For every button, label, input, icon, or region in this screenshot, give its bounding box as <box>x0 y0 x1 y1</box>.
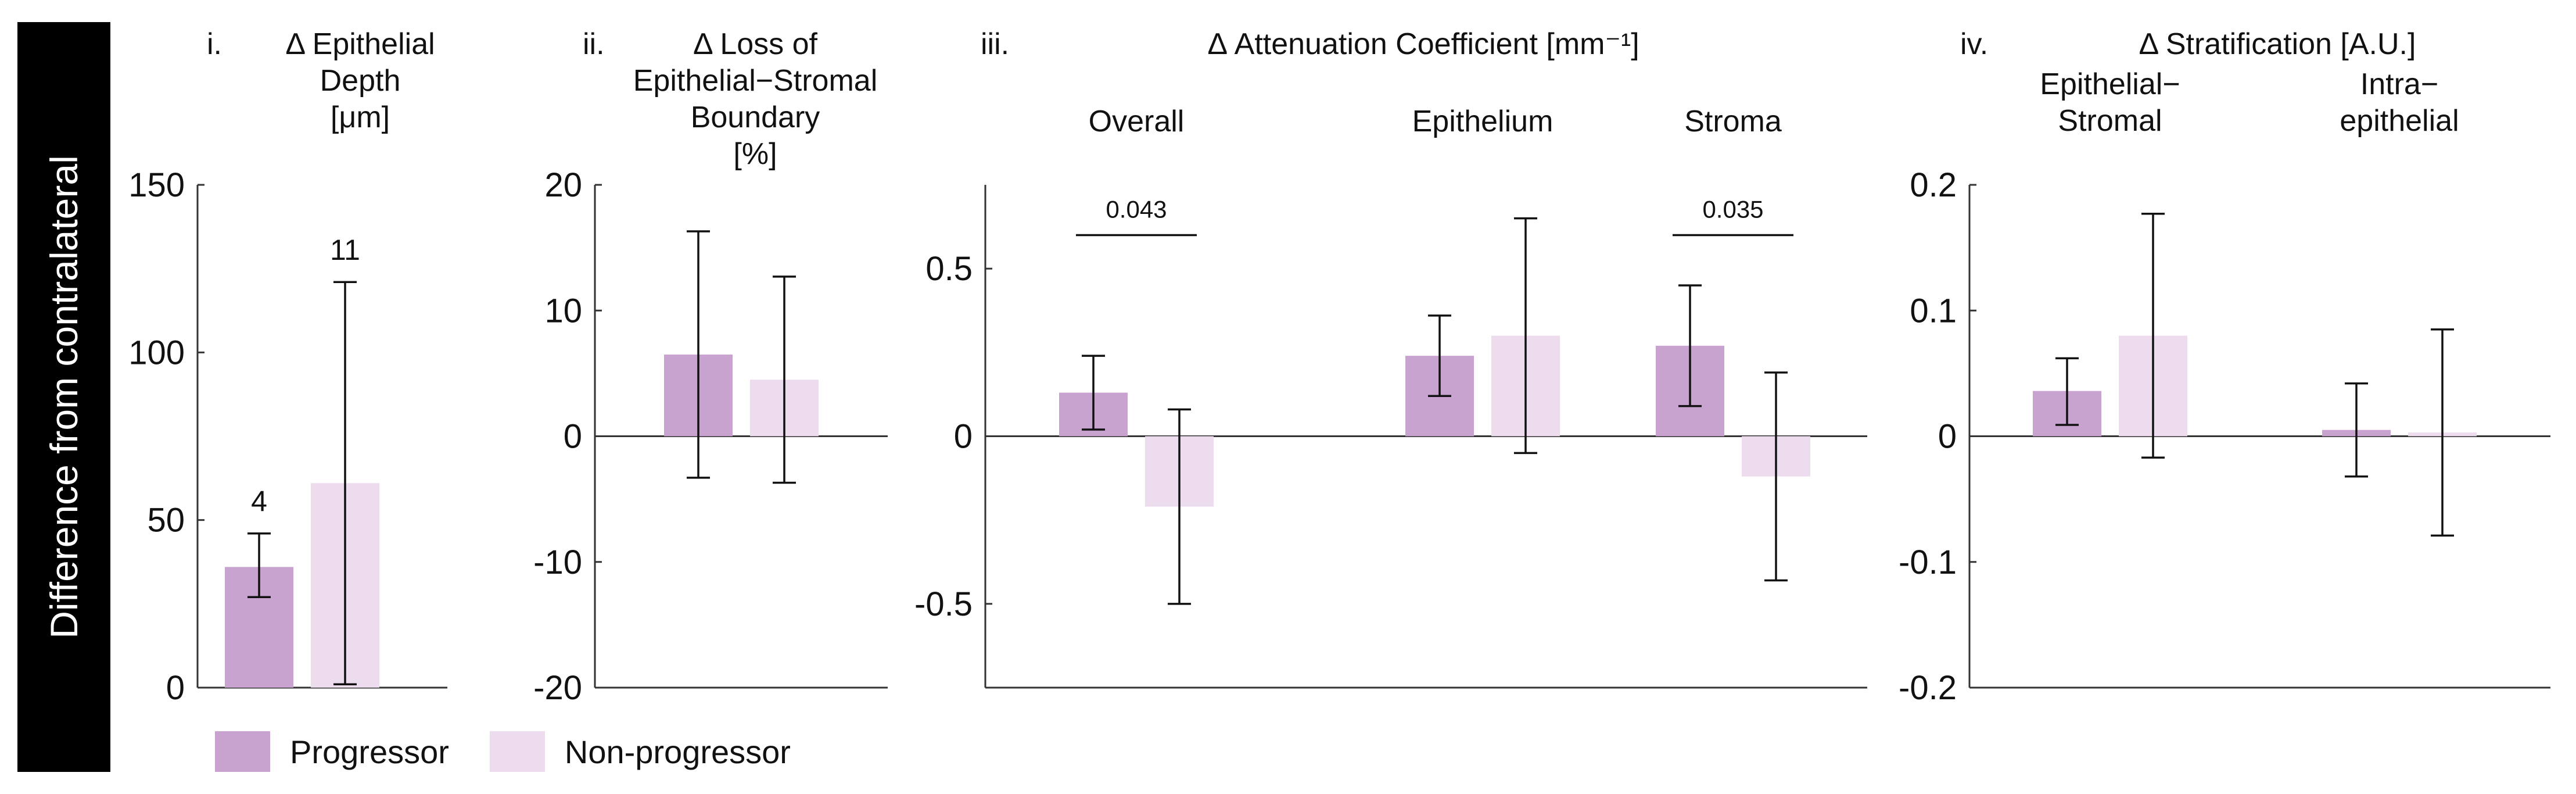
significance-p-value: 0.043 <box>1106 196 1167 223</box>
group-label: Overall <box>1089 105 1185 138</box>
y-tick-label: -10 <box>533 543 582 581</box>
panel-title-line: Boundary <box>691 101 820 134</box>
panel-2: -20 -10 0 10 20 ii. Δ Loss ofEpithelial−Stroma… <box>533 27 888 707</box>
bar-annotation: 4 <box>251 485 267 518</box>
legend-item-non-progressor: Non-progressor <box>489 731 791 772</box>
y-tick-label: 10 <box>544 292 582 330</box>
panel-3: -0.5 0 0.5 iii. Δ Attenuation Coefficient [m… <box>914 27 1867 689</box>
panel-title-line: Δ Attenuation Coefficient [mm⁻¹] <box>1207 27 1639 61</box>
y-tick-label: 0.5 <box>925 250 973 288</box>
panel-title-line: [%] <box>733 137 777 171</box>
group-label-line: Stromal <box>2058 104 2162 138</box>
significance-p-value: 0.035 <box>1702 196 1763 223</box>
y-tick-label: 0.2 <box>1910 166 1957 204</box>
y-tick-label: 0 <box>954 418 973 456</box>
y-tick-label: 150 <box>128 166 185 204</box>
y-axis-label-box <box>17 22 110 772</box>
y-tick-label: -20 <box>533 669 582 707</box>
legend-swatch-progressor <box>215 731 270 772</box>
y-tick-label: 100 <box>128 334 185 371</box>
bar-annotation: 11 <box>330 234 360 266</box>
panel-roman-numeral: iv. <box>1960 27 1988 61</box>
y-tick-label: 0 <box>1938 418 1957 456</box>
panel-title-line: Epithelial−Stromal <box>633 64 878 98</box>
group-label-line: Intra− <box>2360 67 2438 101</box>
y-tick-label: 0 <box>564 418 582 456</box>
group-label-line: Epithelial− <box>2040 67 2180 101</box>
y-tick-label: -0.5 <box>914 585 973 623</box>
y-tick-label: -0.2 <box>1899 669 1957 707</box>
legend-item-progressor: Progressor <box>215 731 449 772</box>
group-label: Stroma <box>1684 105 1782 138</box>
panel-roman-numeral: ii. <box>583 27 605 61</box>
panel-title-line: [μm] <box>331 101 390 134</box>
panel-title-line: Δ Stratification [A.U.] <box>2139 27 2416 61</box>
panel-roman-numeral: iii. <box>981 27 1009 61</box>
legend-label-non-progressor: Non-progressor <box>564 733 791 770</box>
legend: Progressor Non-progressor <box>215 731 831 772</box>
panel-title-line: Δ Loss of <box>693 27 818 61</box>
panel-title-line: Depth <box>320 64 401 98</box>
group-label: Epithelium <box>1412 105 1554 138</box>
y-tick-label: 0.1 <box>1910 292 1957 330</box>
y-tick-label: 20 <box>544 166 582 204</box>
y-tick-label: -0.1 <box>1899 543 1957 581</box>
legend-label-progressor: Progressor <box>290 733 449 770</box>
group-label-line: epithelial <box>2340 104 2459 138</box>
panel-4: -0.2 -0.1 0 0.1 0.2 iv. Δ Stratification [A.U.… <box>1899 27 2550 707</box>
panel-title-line: Δ Epithelial <box>285 27 435 61</box>
y-tick-label: 0 <box>166 669 185 707</box>
y-tick-label: 50 <box>147 502 185 539</box>
legend-swatch-non-progressor <box>489 731 545 772</box>
panel-roman-numeral: i. <box>207 27 222 61</box>
